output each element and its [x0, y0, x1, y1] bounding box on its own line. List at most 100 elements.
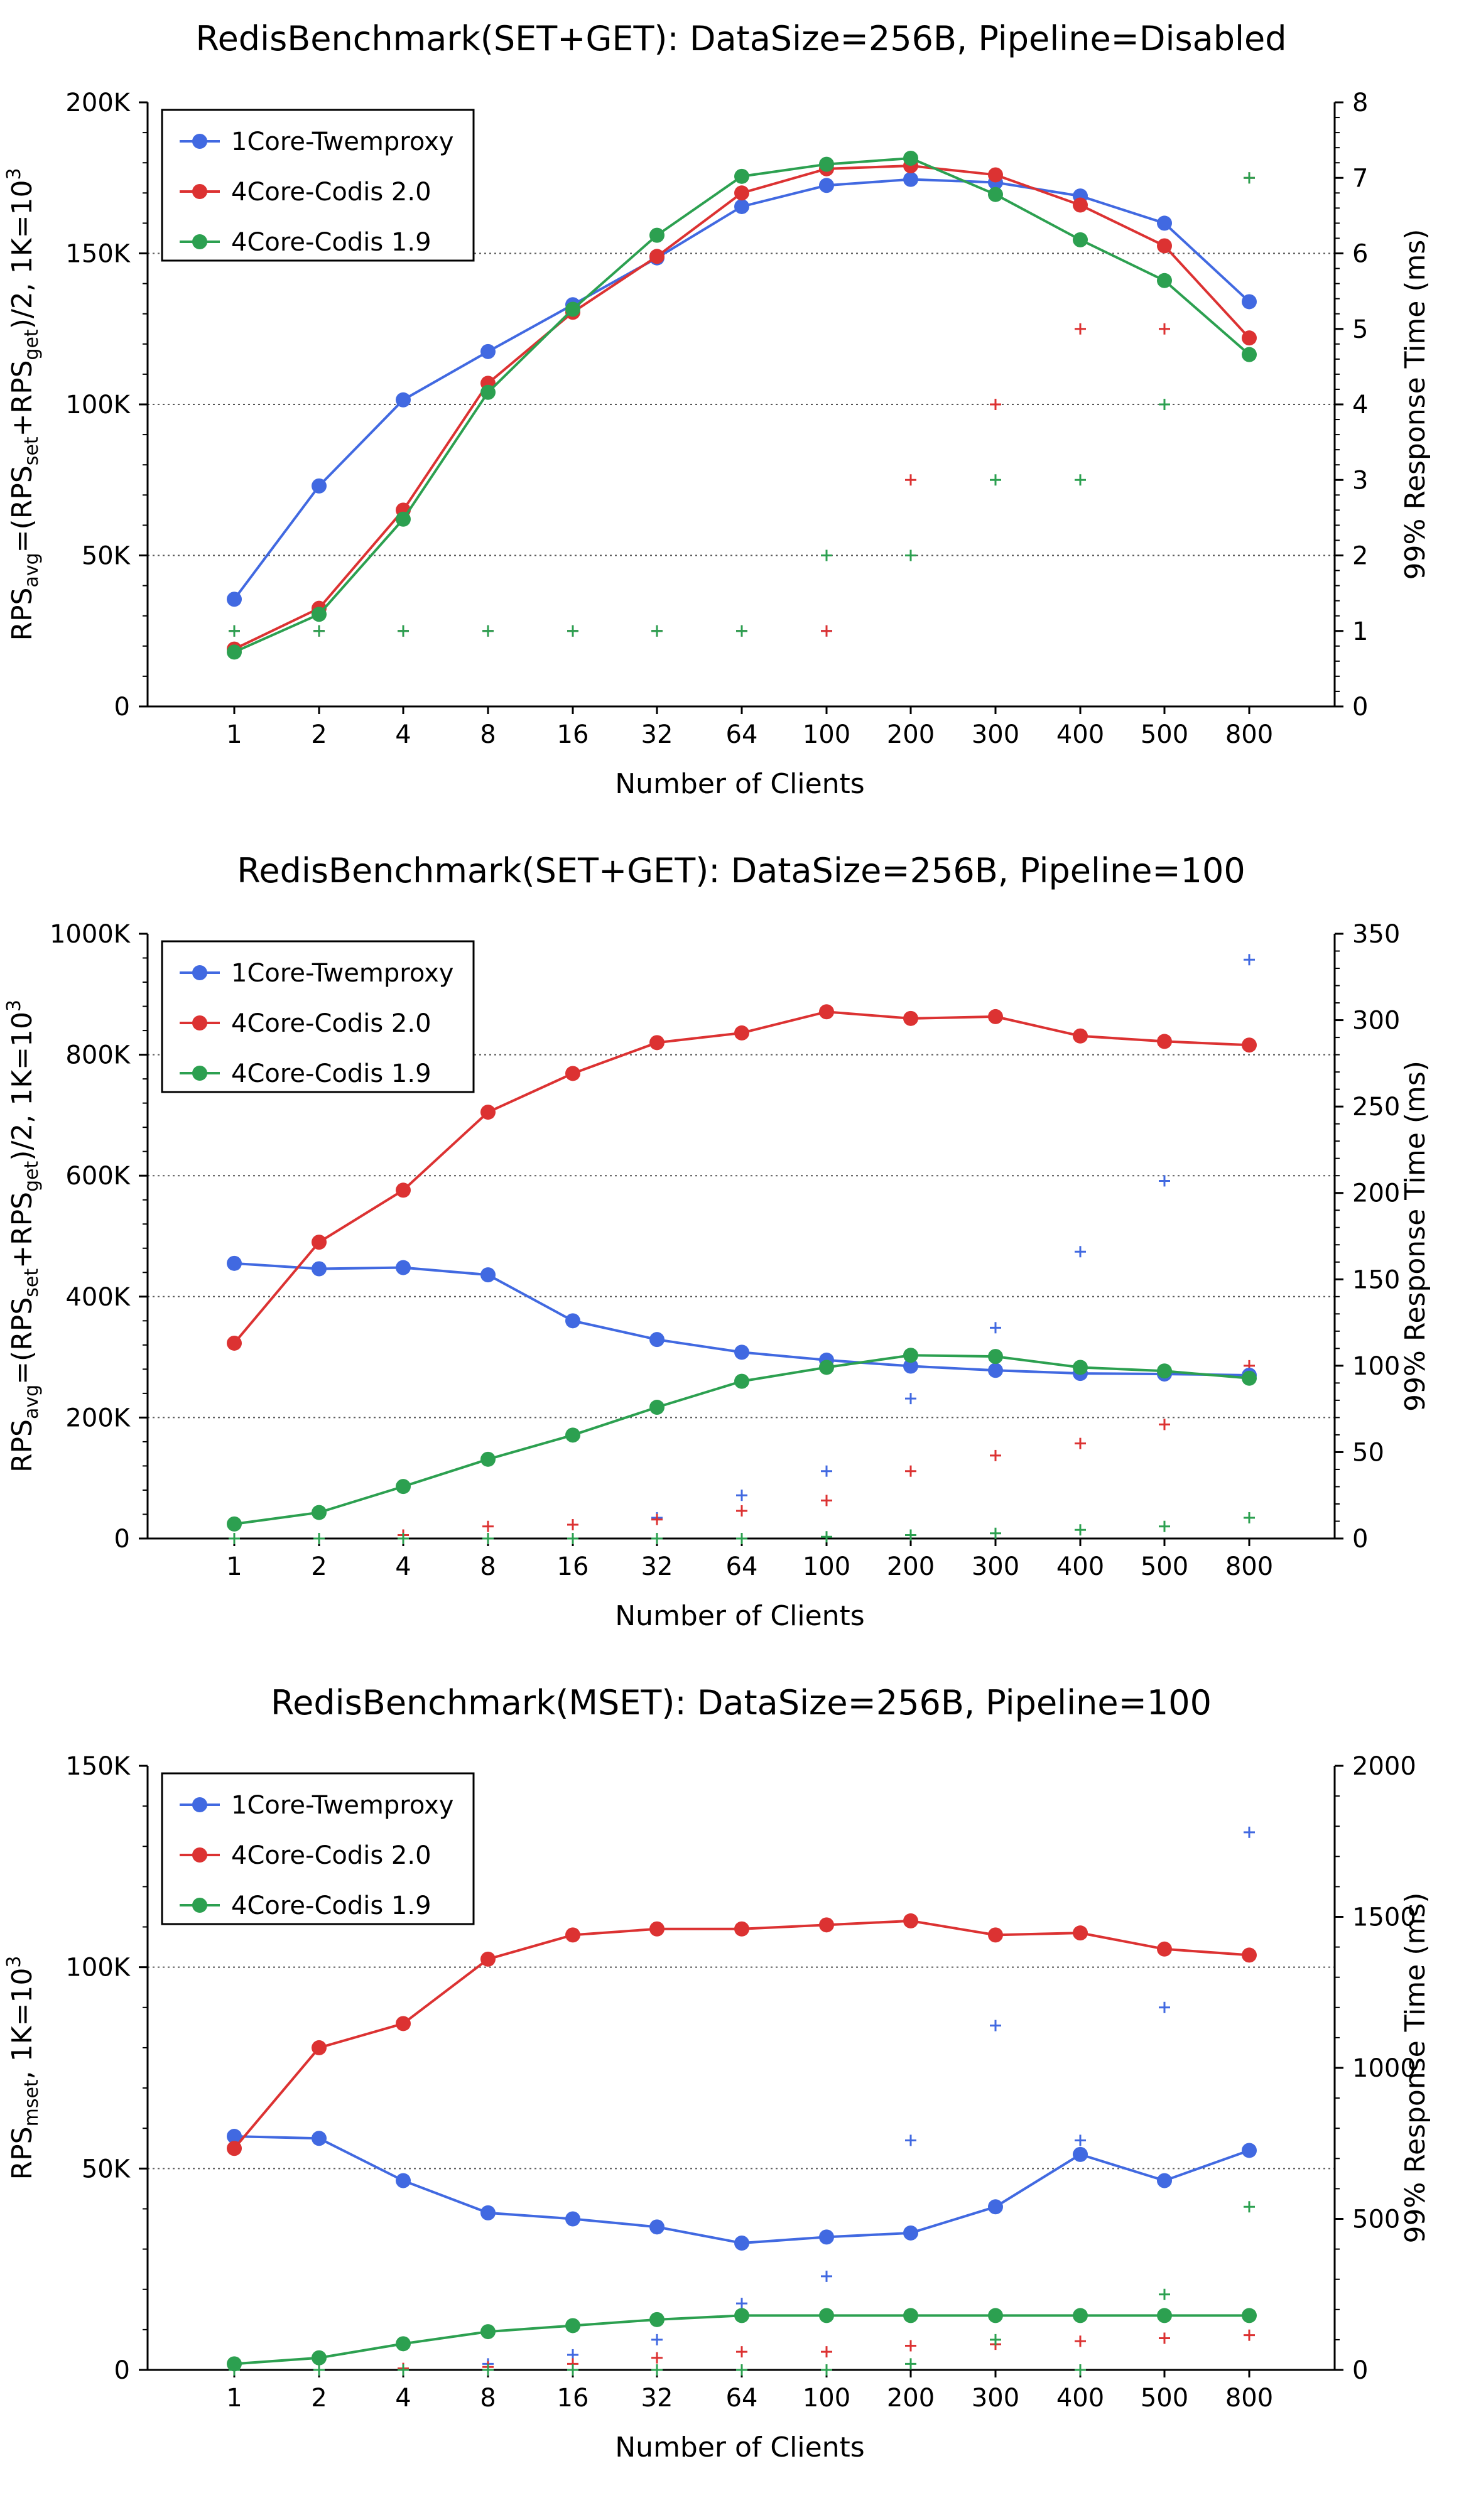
data-point [1157, 273, 1172, 288]
latency-marker [990, 2333, 1001, 2345]
latency-marker [1159, 2288, 1170, 2300]
data-point [988, 1009, 1003, 1024]
data-point [227, 2129, 242, 2144]
data-point [649, 1400, 665, 1415]
data-point [1157, 2173, 1172, 2188]
data-point [312, 2350, 327, 2366]
latency-marker [1244, 172, 1255, 184]
x-tick-label: 500 [1141, 2384, 1188, 2413]
latency-marker [482, 1520, 494, 1532]
y-tick-label: 200K [65, 1403, 131, 1432]
data-point [565, 1427, 580, 1443]
y2-tick-label: 100 [1352, 1352, 1400, 1381]
y2-tick-label: 200 [1352, 1179, 1400, 1208]
latency-marker [567, 1518, 578, 1530]
latency-marker [905, 2358, 916, 2370]
x-tick-label: 300 [972, 2384, 1019, 2413]
legend-label: 1Core-Twemproxy [231, 959, 453, 988]
legend-swatch-point [192, 1797, 207, 1812]
data-point [1073, 197, 1088, 213]
data-point [1242, 347, 1257, 362]
latency-marker [736, 2298, 747, 2310]
latency-marker [990, 1449, 1001, 1461]
data-point [819, 1004, 834, 1020]
data-point [649, 249, 665, 264]
data-point [1157, 1941, 1172, 1957]
latency-marker [905, 1465, 916, 1477]
data-point [988, 2199, 1003, 2215]
latency-marker [736, 2346, 747, 2358]
data-point [396, 1260, 411, 1275]
latency-marker [1075, 474, 1086, 486]
data-point [1242, 330, 1257, 346]
data-point [480, 2324, 496, 2340]
legend-swatch-point [192, 965, 207, 980]
latency-marker [736, 625, 747, 637]
data-point [734, 185, 749, 201]
x-tick-label: 200 [887, 1552, 935, 1581]
y-tick-label: 0 [114, 2356, 130, 2385]
data-point [734, 168, 749, 184]
data-point [396, 2016, 411, 2031]
data-point [819, 1917, 834, 1933]
data-point [1157, 2308, 1172, 2323]
latency-marker [313, 1533, 325, 1544]
latency-marker [651, 2333, 663, 2345]
x-tick-label: 1 [226, 2384, 242, 2413]
y2-axis-label: 99% Response Time (ms) [1399, 1061, 1431, 1412]
chart-3: RedisBenchmark(MSET): DataSize=256B, Pip… [3, 1683, 1431, 2463]
data-point [396, 2336, 411, 2352]
x-tick-label: 4 [395, 1552, 411, 1581]
data-point [734, 1373, 749, 1389]
latency-marker [990, 2020, 1001, 2031]
latency-marker [651, 625, 663, 637]
legend-swatch-point [192, 1898, 207, 1913]
data-point [1242, 1370, 1257, 1386]
data-point [227, 592, 242, 607]
latency-marker [482, 1533, 494, 1544]
legend-box [161, 109, 475, 262]
data-point [1242, 2143, 1257, 2158]
legend-swatch-point [192, 184, 207, 199]
legend-swatch-point [192, 1066, 207, 1081]
latency-marker [313, 625, 325, 637]
data-point [819, 2308, 834, 2323]
legend: 1Core-Twemproxy 4Core-Codis 2.0 4Core-Codi… [161, 940, 475, 1093]
legend-box [161, 940, 475, 1093]
latency-marker [1159, 2001, 1170, 2013]
latency-marker [651, 1513, 663, 1525]
x-tick-label: 500 [1141, 1552, 1188, 1581]
data-point [819, 2229, 834, 2245]
x-tick-label: 16 [557, 2384, 589, 2413]
data-point [649, 2312, 665, 2327]
data-point [1073, 1360, 1088, 1375]
latency-marker [1075, 1437, 1086, 1449]
latency-marker [482, 2364, 494, 2376]
y-tick-label: 50K [82, 542, 131, 571]
y-axis-label: RPSmset, 1K=103 [3, 1956, 43, 2180]
data-point [988, 187, 1003, 202]
x-tick-label: 100 [803, 1552, 850, 1581]
latency-marker [1159, 323, 1170, 335]
data-point [565, 1313, 580, 1329]
data-point [1242, 294, 1257, 310]
data-point [734, 2308, 749, 2323]
legend-swatch-point [192, 1847, 207, 1863]
x-tick-label: 100 [803, 720, 850, 749]
latency-marker [1244, 1826, 1255, 1838]
data-point [227, 2356, 242, 2372]
latency-marker [821, 1531, 832, 1543]
latency-marker [905, 2340, 916, 2352]
latency-marker [821, 2364, 832, 2376]
y-tick-label: 150K [65, 1752, 131, 1781]
data-point [565, 1927, 580, 1943]
x-tick-label: 800 [1225, 2384, 1273, 2413]
y2-tick-label: 1 [1352, 617, 1368, 646]
y2-tick-label: 0 [1352, 693, 1368, 722]
data-point [396, 2173, 411, 2188]
y2-tick-label: 8 [1352, 89, 1368, 117]
x-tick-label: 2 [311, 720, 327, 749]
x-tick-label: 1 [226, 1552, 242, 1581]
data-point [649, 1332, 665, 1348]
